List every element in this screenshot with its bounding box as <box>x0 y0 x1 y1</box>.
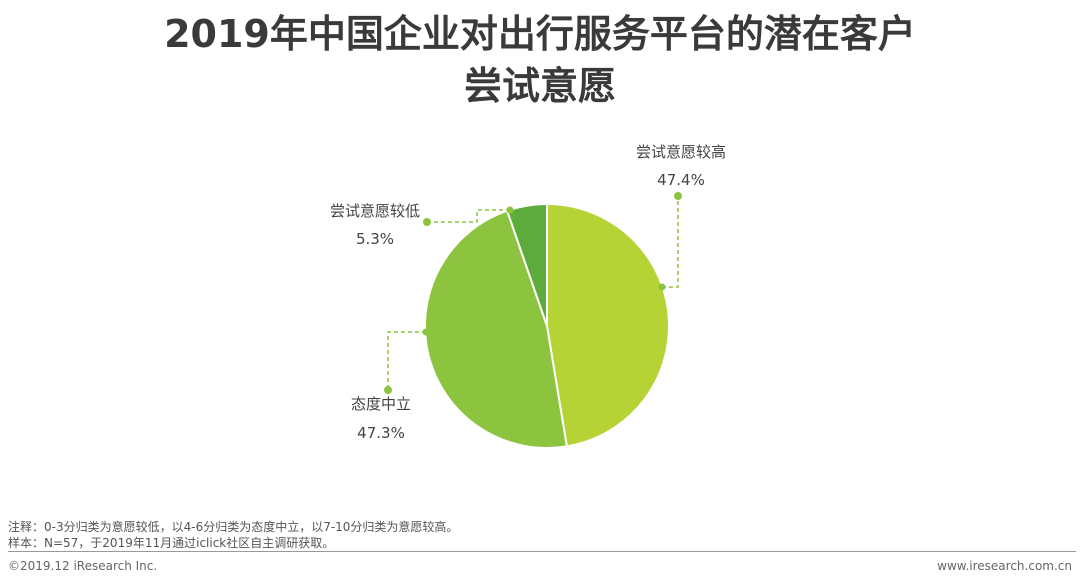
footnote-note: 注释：0-3分归类为意愿较低，以4-6分归类为态度中立，以7-10分归类为意愿较… <box>8 520 459 534</box>
chart-title-line1: 2019年中国企业对出行服务平台的潜在客户 <box>164 12 916 56</box>
pie-slice-1 <box>424 209 568 449</box>
footnote-sample: 样本：N=57，于2019年11月通过iclick社区自主调研获取。 <box>8 536 335 550</box>
leader-edge-dot-1 <box>422 328 430 336</box>
leader-end-dot-2 <box>423 218 431 226</box>
slice-value-0: 47.4% <box>657 171 705 189</box>
slice-label-0: 尝试意愿较高 <box>636 143 726 161</box>
chart-title-line2: 尝试意愿 <box>463 64 616 108</box>
footer-copyright: ©2019.12 iResearch Inc. <box>8 559 158 573</box>
leader-line-1 <box>387 331 426 390</box>
chart-title: 2019年中国企业对出行服务平台的潜在客户 尝试意愿 <box>0 8 1080 112</box>
slice-label-2: 尝试意愿较低 <box>330 202 420 220</box>
footer-website: www.iresearch.com.cn <box>937 559 1072 573</box>
leader-end-dot-0 <box>674 192 682 200</box>
pie-slice-0 <box>546 202 670 448</box>
leader-edge-dot-2 <box>506 206 514 214</box>
leader-edge-dot-0 <box>658 283 666 291</box>
footer-divider <box>8 551 1076 552</box>
leader-line-2 <box>427 209 510 223</box>
slice-value-1: 47.3% <box>357 424 405 442</box>
slice-value-2: 5.3% <box>356 230 394 248</box>
leader-line-0 <box>662 196 679 288</box>
slice-label-1: 态度中立 <box>351 395 411 413</box>
leader-end-dot-1 <box>384 386 392 394</box>
